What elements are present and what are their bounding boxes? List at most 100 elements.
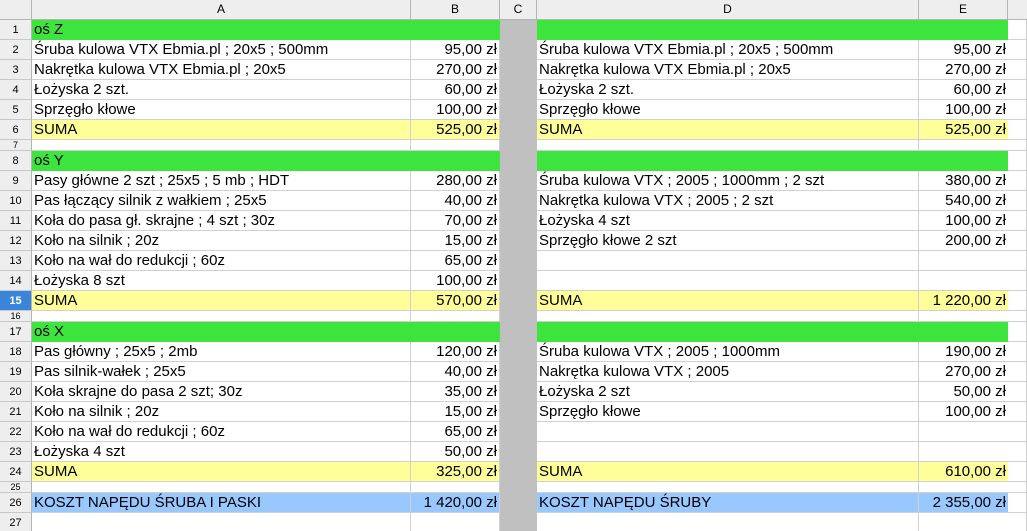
cell-d[interactable] <box>537 20 919 40</box>
cell-f[interactable] <box>1008 171 1027 191</box>
cell-d[interactable]: Śruba kulowa VTX ; 2005 ; 1000mm <box>537 342 919 362</box>
cell-b[interactable]: 525,00 zł <box>411 120 500 140</box>
cell-a[interactable]: Łożyska 4 szt <box>32 442 411 462</box>
cell-e[interactable] <box>919 311 1008 322</box>
cell-c[interactable] <box>500 322 537 342</box>
cell-e[interactable] <box>919 422 1008 442</box>
cell-b[interactable] <box>411 140 500 151</box>
row-header[interactable]: 25 <box>0 482 32 493</box>
cell-b[interactable] <box>411 322 500 342</box>
cell-e[interactable] <box>919 513 1008 531</box>
cell-d[interactable] <box>537 442 919 462</box>
cell-a[interactable]: Pas łączący silnik z wałkiem ; 25x5 <box>32 191 411 211</box>
cell-e[interactable] <box>919 322 1008 342</box>
cell-c[interactable] <box>500 20 537 40</box>
column-header-a[interactable]: A <box>32 0 411 19</box>
cell-a[interactable]: Pas silnik-wałek ; 25x5 <box>32 362 411 382</box>
cell-d[interactable]: Nakrętka kulowa VTX ; 2005 ; 2 szt <box>537 191 919 211</box>
cell-c[interactable] <box>500 382 537 402</box>
cell-e[interactable]: 100,00 zł <box>919 211 1008 231</box>
cell-d[interactable]: Sprzęgło kłowe <box>537 402 919 422</box>
cell-d[interactable] <box>537 311 919 322</box>
cell-a[interactable]: SUMA <box>32 462 411 482</box>
row-header[interactable]: 19 <box>0 362 32 382</box>
cell-e[interactable] <box>919 151 1008 171</box>
cell-f[interactable] <box>1008 493 1027 513</box>
cell-d[interactable]: SUMA <box>537 462 919 482</box>
cell-a[interactable]: KOSZT NAPĘDU ŚRUBA I PASKI <box>32 493 411 513</box>
cell-a[interactable]: oś X <box>32 322 411 342</box>
cell-c[interactable] <box>500 482 537 493</box>
cell-a[interactable]: Koło na silnik ; 20z <box>32 402 411 422</box>
cell-c[interactable] <box>500 140 537 151</box>
cell-f[interactable] <box>1008 382 1027 402</box>
cell-c[interactable] <box>500 311 537 322</box>
cell-d[interactable]: SUMA <box>537 291 919 311</box>
cell-d[interactable]: Łożyska 4 szt <box>537 211 919 231</box>
cell-a[interactable]: oś Y <box>32 151 411 171</box>
row-header[interactable]: 22 <box>0 422 32 442</box>
row-header[interactable]: 13 <box>0 251 32 271</box>
cell-a[interactable]: Koła skrajne do pasa 2 szt; 30z <box>32 382 411 402</box>
cell-e[interactable]: 270,00 zł <box>919 362 1008 382</box>
cell-e[interactable] <box>919 251 1008 271</box>
column-header-d[interactable]: D <box>537 0 919 19</box>
select-all-corner[interactable] <box>0 0 32 19</box>
cell-e[interactable]: 380,00 zł <box>919 171 1008 191</box>
cell-c[interactable] <box>500 493 537 513</box>
cell-f[interactable] <box>1008 231 1027 251</box>
cell-b[interactable]: 65,00 zł <box>411 251 500 271</box>
cell-d[interactable]: Śruba kulowa VTX ; 2005 ; 1000mm ; 2 szt <box>537 171 919 191</box>
cell-c[interactable] <box>500 342 537 362</box>
cell-a[interactable]: Koła do pasa gł. skrajne ; 4 szt ; 30z <box>32 211 411 231</box>
cell-c[interactable] <box>500 291 537 311</box>
row-header[interactable]: 16 <box>0 311 32 322</box>
cell-e[interactable]: 525,00 zł <box>919 120 1008 140</box>
cell-d[interactable]: Nakrętka kulowa VTX ; 2005 <box>537 362 919 382</box>
cell-a[interactable] <box>32 482 411 493</box>
cell-d[interactable] <box>537 151 919 171</box>
row-header[interactable]: 11 <box>0 211 32 231</box>
cell-e[interactable]: 200,00 zł <box>919 231 1008 251</box>
cell-a[interactable]: SUMA <box>32 291 411 311</box>
row-header[interactable]: 20 <box>0 382 32 402</box>
row-header[interactable]: 9 <box>0 171 32 191</box>
column-header-b[interactable]: B <box>411 0 500 19</box>
row-header[interactable]: 10 <box>0 191 32 211</box>
cell-b[interactable]: 60,00 zł <box>411 80 500 100</box>
cell-f[interactable] <box>1008 442 1027 462</box>
cell-c[interactable] <box>500 271 537 291</box>
cell-b[interactable]: 120,00 zł <box>411 342 500 362</box>
cell-b[interactable]: 15,00 zł <box>411 402 500 422</box>
cell-f[interactable] <box>1008 311 1027 322</box>
cell-d[interactable] <box>537 482 919 493</box>
row-header[interactable]: 7 <box>0 140 32 151</box>
cell-f[interactable] <box>1008 151 1027 171</box>
cell-a[interactable]: Śruba kulowa VTX Ebmia.pl ; 20x5 ; 500mm <box>32 40 411 60</box>
cell-f[interactable] <box>1008 291 1027 311</box>
cell-d[interactable]: SUMA <box>537 120 919 140</box>
cell-a[interactable] <box>32 140 411 151</box>
row-header[interactable]: 15 <box>0 291 32 311</box>
cell-a[interactable]: oś Z <box>32 20 411 40</box>
cell-e[interactable]: 60,00 zł <box>919 80 1008 100</box>
cell-c[interactable] <box>500 171 537 191</box>
cell-f[interactable] <box>1008 100 1027 120</box>
cell-c[interactable] <box>500 100 537 120</box>
cell-f[interactable] <box>1008 402 1027 422</box>
cell-d[interactable] <box>537 251 919 271</box>
cell-f[interactable] <box>1008 271 1027 291</box>
cell-c[interactable] <box>500 211 537 231</box>
cell-f[interactable] <box>1008 422 1027 442</box>
column-header-e[interactable]: E <box>919 0 1008 19</box>
cell-d[interactable]: Łożyska 2 szt <box>537 382 919 402</box>
row-header[interactable]: 24 <box>0 462 32 482</box>
cell-b[interactable]: 65,00 zł <box>411 422 500 442</box>
cell-c[interactable] <box>500 251 537 271</box>
cell-d[interactable]: Sprzęgło kłowe 2 szt <box>537 231 919 251</box>
cell-d[interactable]: Śruba kulowa VTX Ebmia.pl ; 20x5 ; 500mm <box>537 40 919 60</box>
cell-b[interactable]: 95,00 zł <box>411 40 500 60</box>
cell-e[interactable]: 2 355,00 zł <box>919 493 1008 513</box>
cell-f[interactable] <box>1008 20 1027 40</box>
cell-d[interactable] <box>537 271 919 291</box>
